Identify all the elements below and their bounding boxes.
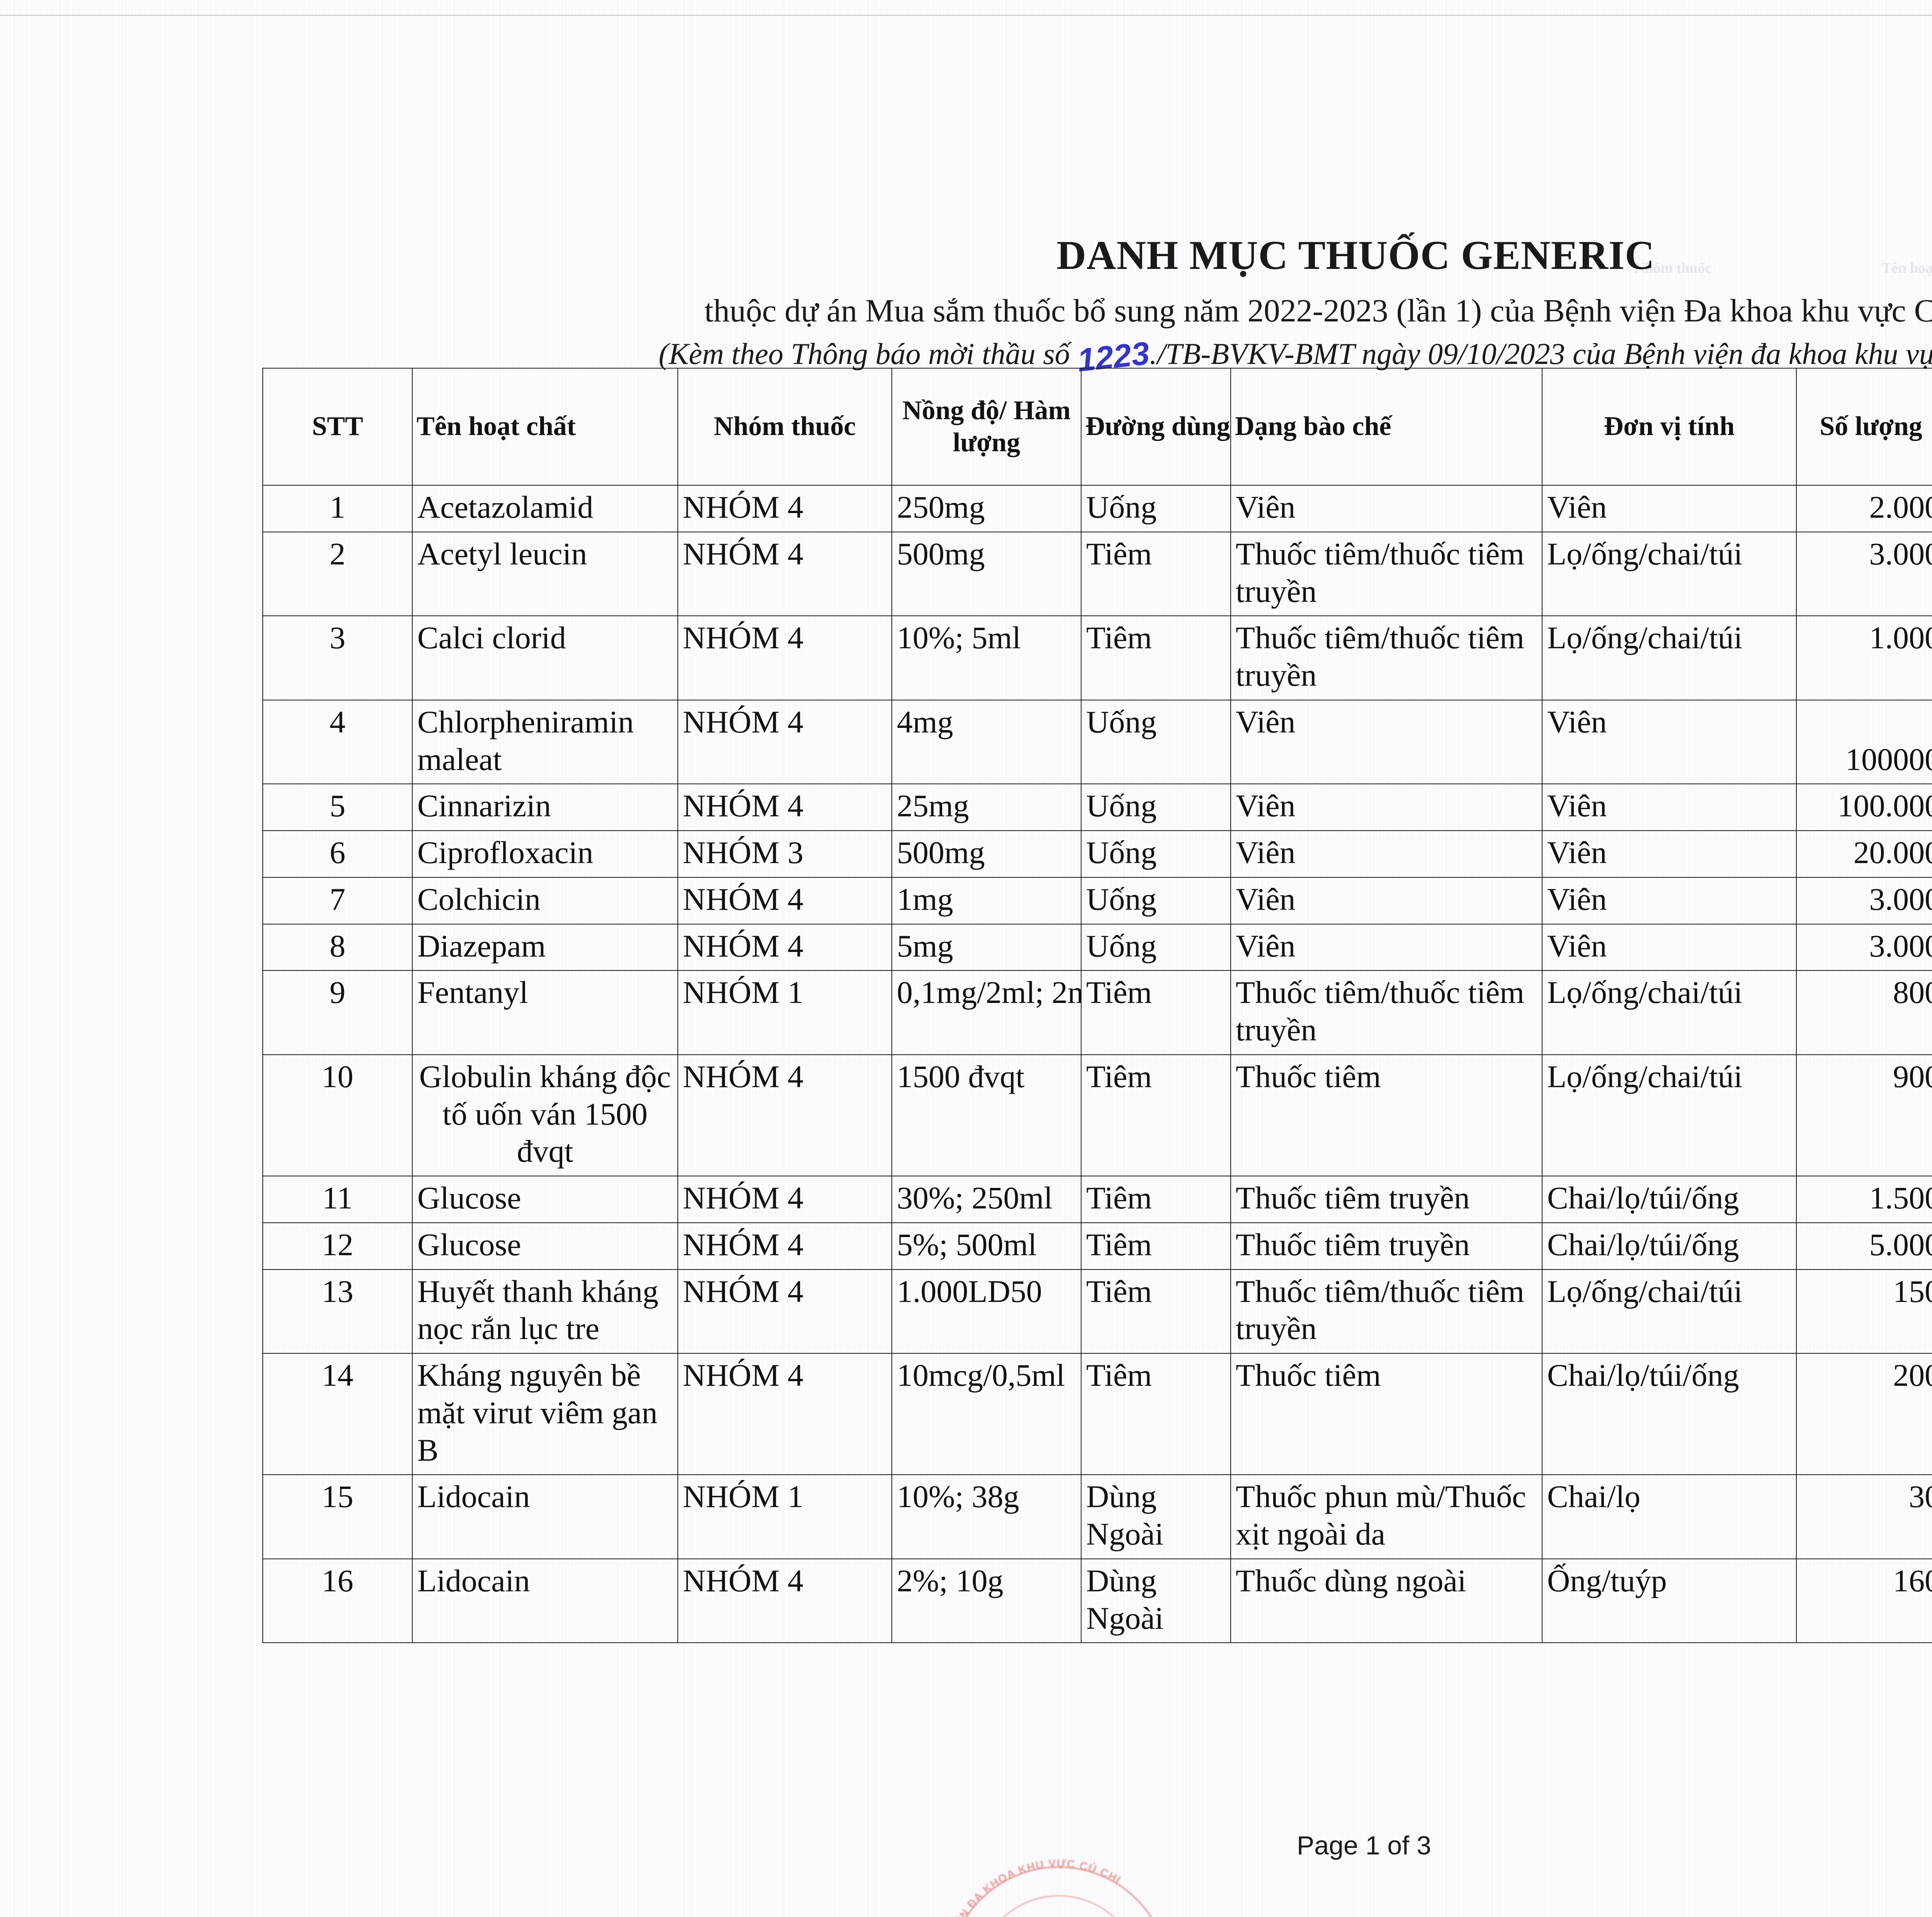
- svg-text:BỆNH VIỆN ĐA KHOA KHU VỰC CỦ C: BỆNH VIỆN ĐA KHOA KHU VỰC CỦ CHI: [939, 1858, 1123, 1917]
